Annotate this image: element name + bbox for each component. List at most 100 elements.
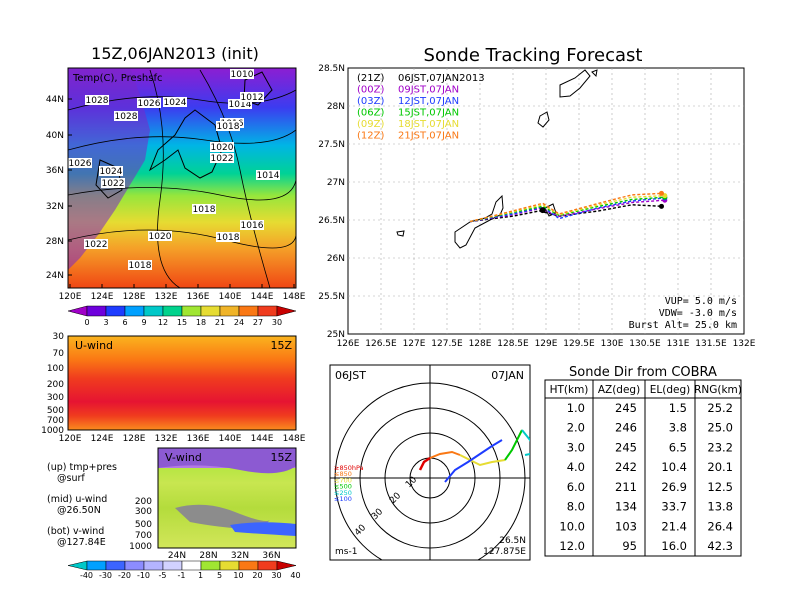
colorbar-tick-label: 6 (122, 318, 127, 327)
lat-tick-label: 26.5N (318, 216, 345, 226)
lon-tick-label: 120E (59, 292, 82, 302)
lon-tick-label: 131.5E (695, 339, 727, 349)
lat-tick-label: 25.5N (318, 292, 345, 302)
table-cell: 20.1 (707, 460, 733, 474)
uwind-label: U-wind (75, 339, 113, 352)
colorbar-segment (257, 305, 278, 317)
table-cell: 6.5 (669, 440, 687, 454)
lat-tick-label: 25N (327, 330, 345, 340)
colorbar-segment (276, 560, 297, 571)
track-endpoint (659, 203, 664, 209)
table-cell: 21.4 (661, 519, 687, 533)
note-line: (mid) u-wind (47, 494, 107, 505)
table-cell: 1.5 (669, 401, 687, 415)
table-cell: 95 (622, 539, 637, 553)
pressure-legend-entry: ≤700 (334, 476, 352, 484)
pressure-label: 1020 (211, 143, 234, 153)
param-vdw: VDW= -3.0 m/s (659, 308, 737, 319)
uwind-ytick-label: 700 (47, 416, 64, 426)
pressure-label-box (256, 170, 280, 180)
colorbar-tick-label: 1 (198, 571, 203, 580)
colorbar-segment (86, 305, 107, 317)
colorbar-tick-label: 30 (272, 318, 282, 327)
uwind-xtick-label: 120E (59, 434, 82, 444)
pressure-label: 1022 (211, 154, 234, 164)
pressure-label-box (84, 239, 108, 249)
pressure-label: 1018 (217, 122, 240, 132)
legend-code: (12Z) (357, 131, 384, 142)
colorbar-segment (238, 305, 259, 317)
vwind-xtick-label: 36N (262, 551, 280, 561)
uwind-xtick-label: 140E (219, 434, 242, 444)
lon-tick-label: 124E (91, 292, 114, 302)
track-line (469, 196, 665, 223)
map-label: Temp(C), Preshsfc (72, 73, 162, 84)
pressure-label: 1024 (100, 167, 123, 177)
legend-code: (21Z) (357, 73, 384, 84)
table-cell: 6.0 (567, 480, 585, 494)
colorbar-tick-label: 20 (252, 571, 262, 580)
pressure-label: 1022 (102, 179, 125, 189)
pressure-label-box (128, 260, 152, 270)
pressure-label: 1014 (257, 171, 280, 181)
table-cell: 245 (615, 401, 637, 415)
lat-tick-label: 44N (46, 95, 64, 105)
table-cell: 33.7 (661, 500, 687, 514)
colorbar-tick-label: 9 (141, 318, 146, 327)
table-cell: 26.9 (661, 480, 687, 494)
pressure-legend-entry: ≤250 (334, 489, 352, 497)
uwind-xtick-label: 144E (251, 434, 274, 444)
panel-notes: (up) tmp+pres @surf (mid) u-wind @26.50N… (47, 462, 117, 548)
lon-tick-label: 127.5E (431, 339, 463, 349)
colorbar-tick-label: -10 (137, 571, 150, 580)
table-cell: 26.4 (707, 519, 733, 533)
legend-time: 12JST,07JAN (398, 96, 459, 107)
uwind-xtick-label: 136E (187, 434, 210, 444)
pressure-label: 1018 (193, 205, 216, 215)
track-line (469, 199, 665, 223)
colorbar-tick-label: 5 (217, 571, 222, 580)
uwind-ytick-label: 70 (53, 349, 65, 359)
legend-time: 21JST,07JAN (398, 131, 459, 142)
lon-tick-label: 140E (219, 292, 242, 302)
legend-time: 09JST,07JAN (398, 85, 459, 96)
note-line: @127.84E (57, 537, 106, 548)
colorbar-tick-label: 3 (103, 318, 108, 327)
pressure-label: 1028 (115, 112, 138, 122)
pressure-label-box (216, 232, 240, 242)
track-endpoint (659, 190, 664, 196)
colorbar-tick-label: 24 (234, 318, 244, 327)
colorbar-segment (105, 560, 126, 571)
table-header: RNG(km) (694, 384, 742, 396)
uwind-ytick-label: 100 (47, 364, 64, 374)
colorbar-tick-label: -20 (118, 571, 131, 580)
note-line: @surf (57, 473, 85, 484)
hodo-lon: 127.875E (483, 547, 526, 557)
colorbar-tick-label: -5 (159, 571, 167, 580)
table-cell: 25.0 (707, 421, 733, 435)
lon-tick-label: 148E (283, 292, 306, 302)
colorbar-segment (200, 305, 221, 317)
table-cell: 134 (615, 500, 637, 514)
lon-tick-label: 126E (337, 339, 360, 349)
hodo-trace-850 (418, 456, 431, 471)
lat-tick-label: 28N (327, 102, 345, 112)
pressure-label: 1020 (149, 232, 172, 242)
lon-tick-label: 132E (155, 292, 178, 302)
colorbar-segment (162, 305, 183, 317)
legend-code: (09Z) (357, 119, 384, 130)
table-cell: 12.5 (707, 480, 733, 494)
pressure-label-box (210, 153, 234, 163)
colorbar-segment (124, 560, 145, 571)
lon-tick-label: 136E (187, 292, 210, 302)
colorbar-segment (200, 560, 221, 571)
pressure-label-box (99, 166, 123, 176)
colorbar-segment (105, 305, 126, 317)
table-cell: 245 (615, 440, 637, 454)
pressure-label: 1024 (164, 98, 187, 108)
colorbar-tick-label: 15 (177, 318, 187, 327)
table-frame (544, 379, 742, 557)
table-cell: 242 (615, 460, 637, 474)
table-cell: 2.0 (567, 421, 585, 435)
